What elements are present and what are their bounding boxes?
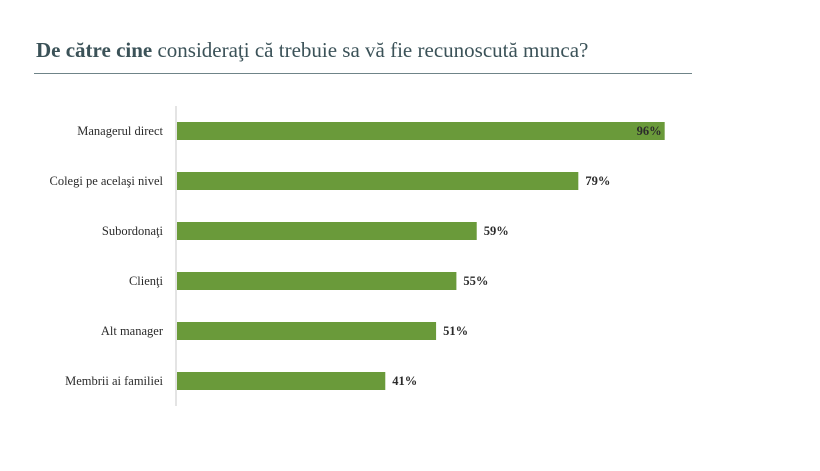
value-label: 41% — [392, 374, 417, 388]
category-label: Clienţi — [129, 274, 164, 288]
bar-group: Managerul direct 96% Colegi pe acelaşi niv… — [49, 122, 665, 390]
chart-title: De către cine consideraţi că trebuie sa … — [36, 38, 588, 63]
value-label: 55% — [463, 274, 488, 288]
value-label: 79% — [585, 174, 610, 188]
bar — [177, 172, 579, 190]
category-label: Managerul direct — [77, 124, 163, 138]
chart-title-rest: consideraţi că trebuie sa vă fie recunos… — [152, 38, 589, 62]
bar — [177, 372, 386, 390]
value-label: 51% — [443, 324, 468, 338]
category-label: Subordonaţi — [102, 224, 164, 238]
category-label: Colegi pe acelaşi nivel — [49, 174, 163, 188]
value-label: 96% — [637, 124, 662, 138]
bar — [177, 122, 665, 140]
bar — [177, 322, 437, 340]
bar — [177, 222, 477, 240]
value-label: 59% — [484, 224, 509, 238]
title-underline — [34, 73, 692, 74]
chart-title-bold: De către cine — [36, 38, 153, 62]
category-label: Alt manager — [101, 324, 164, 338]
bar — [177, 272, 457, 290]
category-label: Membrii ai familiei — [65, 374, 163, 388]
